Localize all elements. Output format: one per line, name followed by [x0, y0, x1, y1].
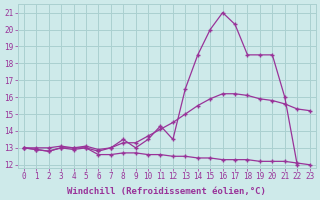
X-axis label: Windchill (Refroidissement éolien,°C): Windchill (Refroidissement éolien,°C): [67, 187, 266, 196]
